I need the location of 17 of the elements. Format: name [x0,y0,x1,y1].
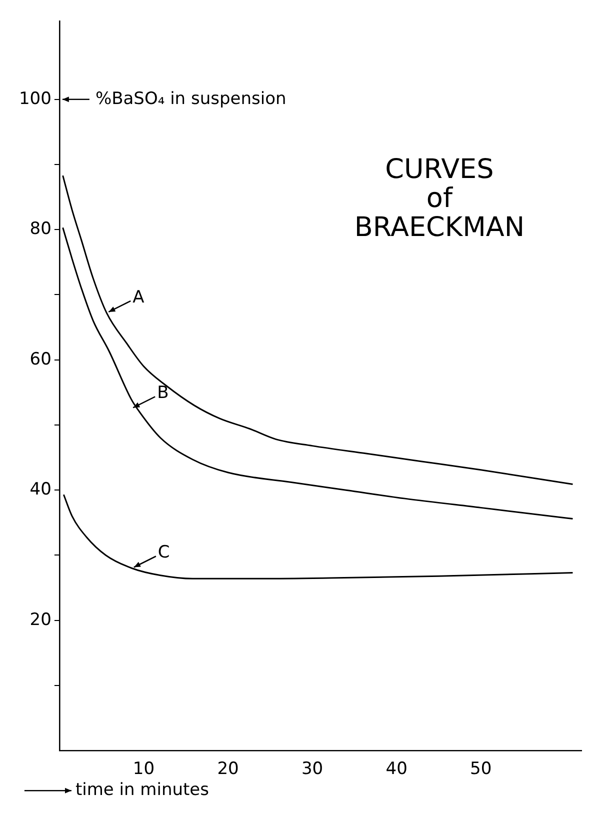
x-axis-title: time in minutes [75,780,210,800]
y-tick-label: 40 [30,480,52,500]
x-tick-label: 30 [301,759,324,780]
annotation: C [158,542,170,563]
x-tick-label: 20 [217,759,239,780]
y-tick-label: 20 [30,610,52,630]
x-tick-label: 50 [470,759,492,780]
annotation: A [132,287,145,308]
y-tick-label: 100 [18,88,52,109]
x-tick-label: 10 [132,759,155,780]
line-series [62,494,574,580]
y-tick-label: 60 [30,349,52,370]
annotation: B [157,383,169,404]
text: CURVES of BRAECKMAN [354,154,525,244]
y-tick-label: 80 [30,219,52,240]
x-tick-label: 40 [386,759,408,780]
y-axis-title: %BaSO₄ in suspension [95,88,286,109]
